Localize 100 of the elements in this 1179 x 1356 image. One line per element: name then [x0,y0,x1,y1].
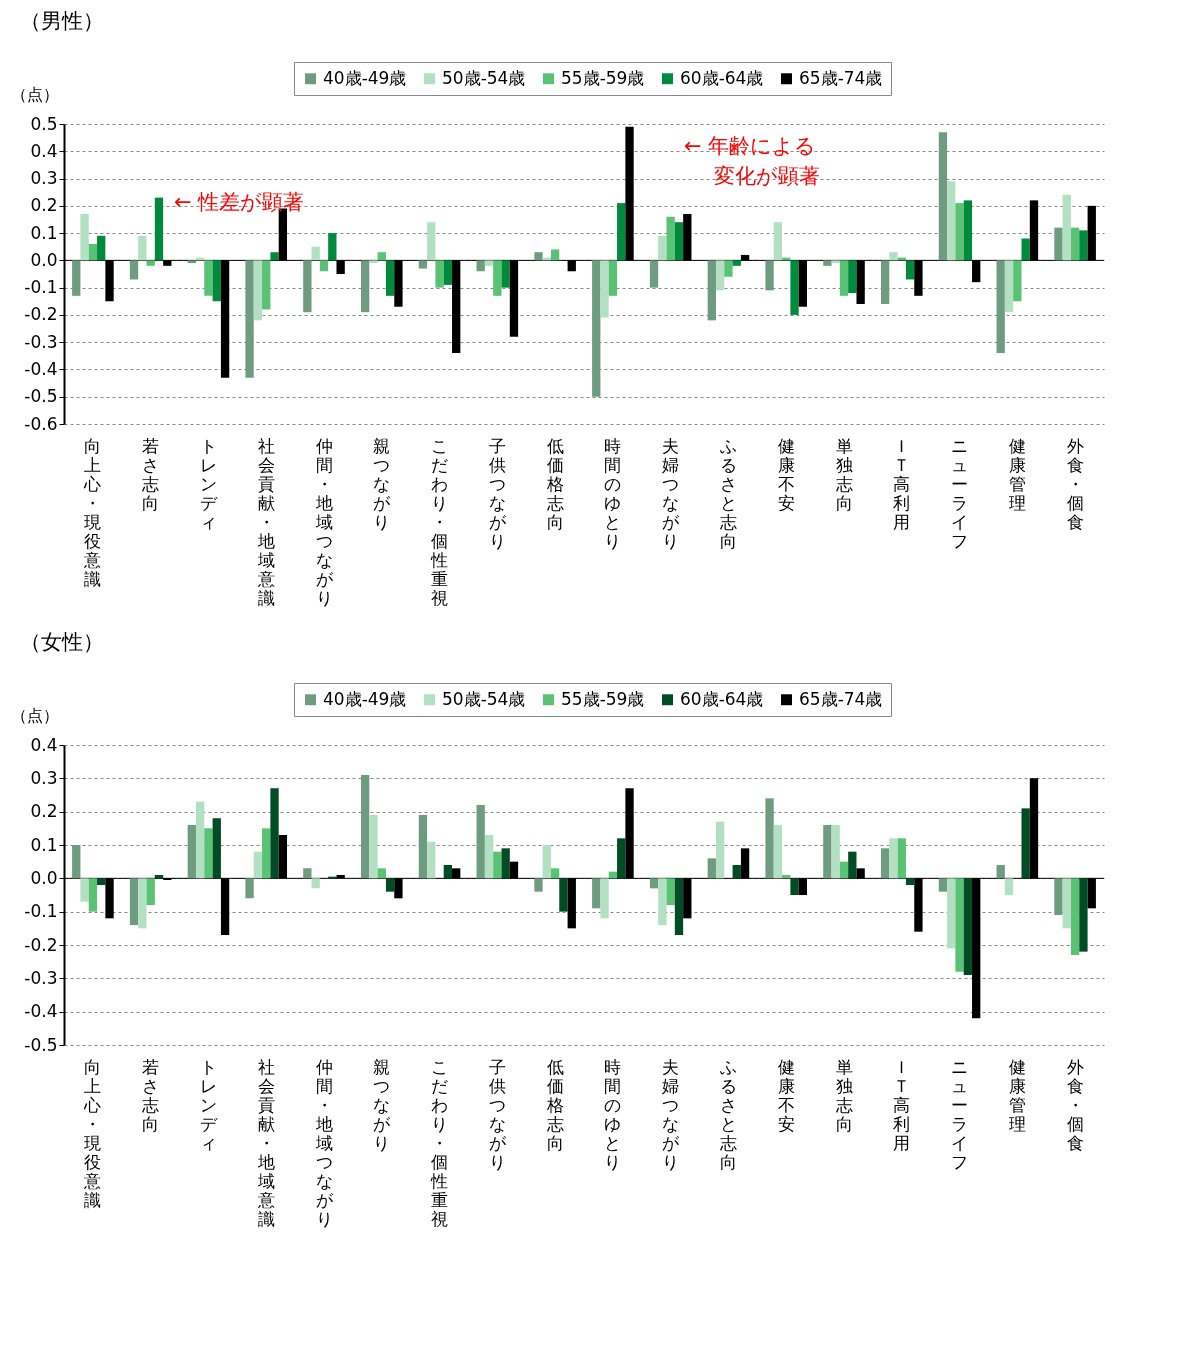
legend-label: 55歳-59歳 [561,67,645,88]
bar [889,252,898,261]
y-tick-label: -0.6 [24,413,58,434]
x-tick-label: ニューライフ [951,1056,969,1172]
bar [146,260,155,266]
bar [773,222,783,261]
bar [72,845,81,879]
bar [443,865,453,879]
y-tick-label: 0.4 [30,734,58,755]
x-tick-label: トレンディ [199,1056,218,1153]
bar [138,235,147,261]
y-tick-label: 0.1 [30,222,58,243]
bar [715,260,725,291]
bar [418,815,428,879]
bar [1054,227,1063,261]
bar [534,252,543,261]
y-tick-label: 0.3 [30,168,58,189]
bar [129,878,139,925]
bar [550,249,560,261]
bar [839,260,849,296]
x-tick-label: 向上心・現役意識 [83,435,102,589]
bar [204,828,213,879]
bar [493,851,502,879]
bar [996,865,1005,879]
bar [823,825,832,879]
bar [559,878,568,912]
bar [1062,194,1071,261]
bar [773,825,783,879]
x-tick-label: 子供つながり [488,435,507,551]
bar [146,878,155,905]
bar [435,260,444,288]
bar [963,200,973,261]
bar [848,260,857,294]
y-tick-label: 0.0 [30,249,58,270]
x-tick-label: 健康管理 [1008,1056,1026,1134]
legend-label: 65歳-74歳 [799,67,883,88]
bar [658,235,667,261]
bar [947,181,956,261]
bar [823,260,832,266]
bar [880,260,890,304]
x-tick-label: ＩＴ高利用 [893,435,911,532]
x-tick-label: ふるさと志向 [718,435,737,551]
bar [204,260,213,296]
bar [88,244,98,261]
y-tick-label: 0.3 [30,767,58,788]
y-tick-label: 0.2 [30,195,58,216]
x-tick-label: 健康不安 [777,1056,795,1134]
x-tick-label: 低価格志向 [545,1056,564,1153]
category-label: 社会貢献・地域意識 [257,1056,275,1229]
x-tick-label: 単独志向 [835,1056,853,1134]
y-tick-label: 0.4 [30,140,58,161]
bar [1079,878,1088,952]
bar [592,878,601,909]
chart-title: （男性） [20,8,104,33]
bar [947,878,956,949]
legend-label: 40歳-49歳 [323,688,407,709]
bar [996,260,1005,354]
bar [369,815,378,879]
bar [592,260,601,397]
y-tick-label: 0.0 [30,867,58,888]
bar [97,235,106,261]
bar [831,260,840,264]
bar [303,260,312,313]
x-tick-label: 低価格志向 [545,435,564,532]
bar [1021,808,1030,879]
y-axis-title: （点） [10,705,59,725]
y-tick-label: -0.3 [24,331,58,352]
bar [649,260,659,288]
y-tick-label: 0.5 [30,113,58,134]
bar [955,203,964,261]
legend-label: 65歳-74歳 [799,688,883,709]
bar [848,851,857,879]
bar [311,878,320,889]
bar [360,260,370,313]
bar [129,260,139,280]
chart-title: （女性） [20,629,104,654]
bar [1004,260,1014,313]
bar [443,260,453,285]
x-tick-label: 時間のゆとり [604,1056,622,1172]
bar [889,838,898,879]
bar [80,878,89,902]
bar [319,260,329,272]
bar [1054,878,1063,915]
bar [666,216,675,261]
bar [1062,878,1071,929]
bar [501,260,510,288]
y-tick-label: -0.4 [24,1001,58,1022]
bar [377,252,386,261]
annotation: ← 性差が顕著 [174,190,305,214]
x-tick-label: 若さ志向 [142,1056,160,1134]
bar [377,868,386,879]
x-tick-label: 単独志向 [835,435,853,513]
bar [360,775,370,879]
x-tick-label: 時間のゆとり [604,435,622,551]
bar [270,788,279,879]
bar [212,818,221,879]
y-tick-label: -0.2 [24,934,58,955]
bar [963,878,973,975]
x-tick-label: 夫婦つながり [662,435,681,551]
bar [905,260,915,280]
